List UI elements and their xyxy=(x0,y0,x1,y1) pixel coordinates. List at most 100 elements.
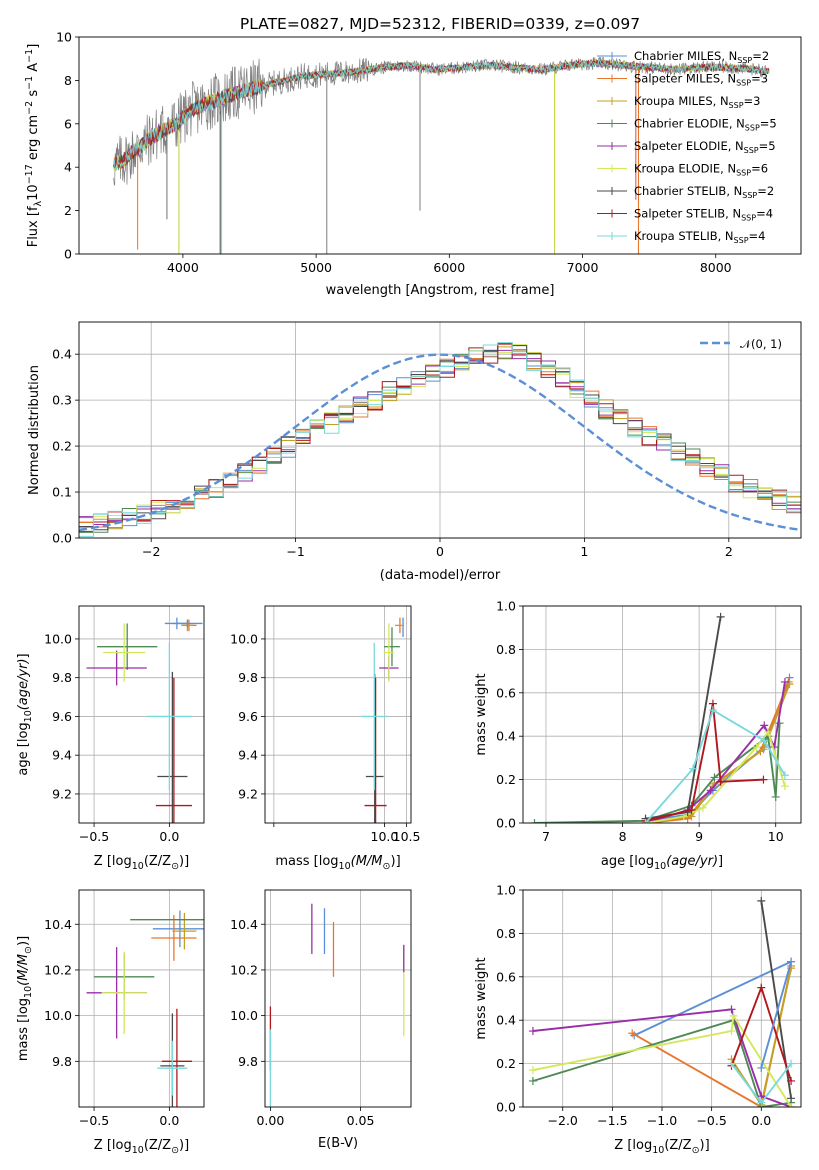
x-label-sub: 10 xyxy=(654,861,666,872)
y-tick-label: 0.2 xyxy=(496,772,516,787)
y-axis-label: mass weight xyxy=(474,673,489,755)
y-tick-label: 0.4 xyxy=(496,1013,516,1028)
legend-label-name: Kroupa MILES, N xyxy=(634,94,729,108)
x-tick-label: 9 xyxy=(695,829,703,844)
legend-label-eq: =5 xyxy=(759,139,776,153)
error-bars xyxy=(86,617,203,823)
legend-label: 𝒩(0, 1) xyxy=(740,337,782,351)
x-tick-label: 0 xyxy=(436,544,444,559)
y-tick-label: 0 xyxy=(64,247,72,262)
x-label-sub: 10 xyxy=(652,1145,664,1156)
gaussian-reference-curve xyxy=(79,353,799,532)
axes-frame xyxy=(78,605,205,824)
weight-point-marker xyxy=(760,721,769,730)
legend-label: Kroupa ELODIE, NSSP=6 xyxy=(634,162,768,178)
weight-point-marker xyxy=(530,819,539,823)
x-tick-label: 0.05 xyxy=(347,1113,375,1128)
y-tick-label: 9.6 xyxy=(52,709,72,724)
y-tick-label: 9.2 xyxy=(238,786,258,801)
y-tick-label: 1.0 xyxy=(496,599,516,614)
y-label-sub: 10 xyxy=(23,986,34,998)
x-label-sub: ⊙ xyxy=(692,1145,700,1156)
y-tick-label: 9.8 xyxy=(238,670,258,685)
legend-label: Kroupa MILES, NSSP=3 xyxy=(634,94,760,110)
y-tick-label: 9.4 xyxy=(52,748,72,763)
x-label-part: age [log xyxy=(601,854,654,869)
weight-point-marker xyxy=(679,812,688,821)
legend-label: Salpeter ELODIE, NSSP=5 xyxy=(634,139,776,155)
y-tick-label: 0.3 xyxy=(52,393,72,408)
weight_vs_Z-axes: −2.0 −1.5 −1.0 −0.5 0.0 0.0 0.2 0.4 0.6 0.8 1.0 mas… xyxy=(474,883,802,1156)
weight-point-marker xyxy=(757,896,766,905)
error-bars xyxy=(361,617,404,823)
weight-point-marker xyxy=(764,727,773,736)
x-tick-label: 7000 xyxy=(567,260,599,275)
weight-point-marker xyxy=(727,1059,736,1068)
y-tick-label: 0.0 xyxy=(496,816,516,831)
mass_vs_Z-axes: −0.5 0.09.810.010.210.4Z [log10(Z/Z⊙)]mas… xyxy=(16,889,205,1156)
legend-label-eq: =2 xyxy=(752,49,769,63)
y-tick-label: 0.1 xyxy=(52,485,72,500)
x-label-sub: ⊙ xyxy=(383,861,391,872)
mass_vs_ebv-axes: 0.00 0.05 9.8 10.0 10.2 10.4 E(B-V) xyxy=(230,889,412,1151)
y-label-part: ] xyxy=(16,653,31,658)
y-tick-label: 9.8 xyxy=(52,1054,72,1069)
x-tick-label: 4000 xyxy=(167,260,199,275)
y-tick-label: 10.2 xyxy=(44,962,72,977)
legend-label-eq: =4 xyxy=(749,229,766,243)
weight-point-marker xyxy=(752,743,761,752)
legend-label-name: Kroupa ELODIE, N xyxy=(634,162,736,176)
histogram-6 xyxy=(79,342,801,531)
x-tick-label: −1 xyxy=(286,544,304,559)
weight-point-marker xyxy=(759,745,768,754)
x-axis-label: age [log10(age/yr)] xyxy=(601,854,723,872)
y-tick-label: 0.4 xyxy=(496,729,516,744)
weight-point-marker xyxy=(528,1066,537,1075)
y-label-part: λ xyxy=(33,200,44,206)
y-tick-label: 0.0 xyxy=(52,531,72,546)
y-tick-label: 9.6 xyxy=(238,709,258,724)
weight-point-marker xyxy=(787,1094,796,1103)
y-tick-label: 9.2 xyxy=(52,786,72,801)
x-tick-label: −1.0 xyxy=(647,1113,677,1128)
weight-lines xyxy=(530,612,794,823)
legend-label-sub: SSP xyxy=(744,146,759,155)
y-label-part: ] xyxy=(26,44,41,49)
legend-label-sub: SSP xyxy=(745,124,760,133)
weight-point-marker xyxy=(787,957,796,966)
y-tick-label: 0.4 xyxy=(52,347,72,362)
y-label-part: −17 xyxy=(24,164,35,184)
legend-label-name: Salpeter MILES, N xyxy=(634,72,736,86)
y-tick-label: 0.8 xyxy=(496,642,516,657)
weight-point-marker xyxy=(757,1098,766,1107)
x-label-part: (M/M xyxy=(351,854,383,869)
x-axis-label: Z [log10(Z/Z⊙)] xyxy=(614,1138,709,1156)
y-label-part: −1 xyxy=(24,49,35,63)
legend-label-eq: =2 xyxy=(757,184,774,198)
y-axis-label: mass weight xyxy=(474,957,489,1039)
x-tick-label: −0.5 xyxy=(696,1113,726,1128)
weight-point-marker xyxy=(710,773,719,782)
weight-point-marker xyxy=(708,706,717,715)
error-bars xyxy=(269,903,405,1107)
weight-point-marker xyxy=(628,1029,637,1038)
y-label-part: −1 xyxy=(24,76,35,90)
axes-frame xyxy=(78,889,205,1108)
x-tick-label: 0.0 xyxy=(751,1113,771,1128)
x-label-part: (Z/Z xyxy=(144,854,171,869)
x-label-sub: ⊙ xyxy=(171,1145,179,1156)
y-tick-label: 2 xyxy=(64,203,72,218)
x-tick-label: −0.5 xyxy=(79,829,109,844)
weight-point-marker xyxy=(787,1076,796,1085)
x-label-part: (age/yr) xyxy=(666,854,718,869)
y-tick-label: 10.2 xyxy=(230,962,258,977)
legend-label: Salpeter MILES, NSSP=3 xyxy=(634,72,768,88)
x-label-part: )] xyxy=(179,1138,189,1153)
y-axis-label: age [log10(age/yr)] xyxy=(16,653,34,775)
y-label-part: mass [log xyxy=(16,998,31,1061)
weight-point-marker xyxy=(771,792,780,801)
y-label-part: )] xyxy=(16,936,31,946)
x-axis-label: E(B-V) xyxy=(318,1136,358,1151)
